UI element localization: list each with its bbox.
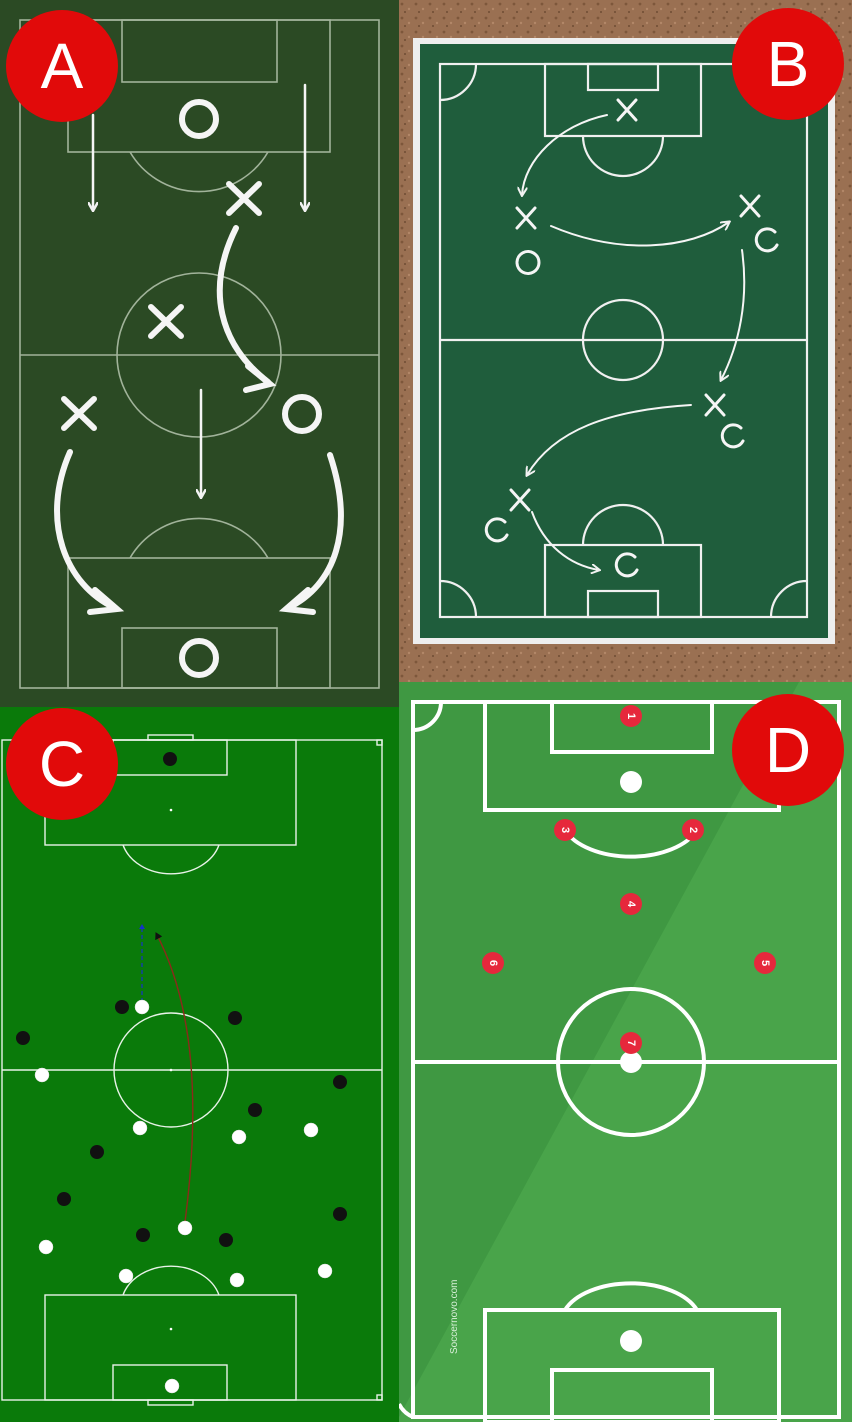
formation-pitch-d: 1 2 3 4 5 6 7 Soccernovo.com — [399, 682, 841, 1422]
arrow-icon — [550, 222, 729, 247]
player-3: 3 — [554, 819, 576, 841]
x-marker-icon — [616, 98, 638, 122]
o-marker-icon — [720, 423, 745, 449]
player-6: 6 — [482, 952, 504, 974]
svg-text:5: 5 — [759, 960, 771, 966]
player-dot-icon — [163, 752, 177, 766]
arrow-icon — [721, 249, 746, 380]
player-dot-icon — [317, 1263, 333, 1279]
player-dot-icon — [118, 1268, 134, 1284]
player-dot-icon — [134, 999, 150, 1015]
black-team — [16, 752, 347, 1247]
chalk-pitch-a — [19, 19, 380, 689]
o-marker-icon — [515, 250, 541, 275]
o-marker-icon — [614, 552, 639, 578]
x-marker-icon — [704, 393, 726, 417]
arrow-icon — [54, 449, 118, 611]
o-marker-icon — [179, 99, 219, 139]
player-dot-icon — [136, 1228, 150, 1242]
tactics-panel-c — [0, 707, 399, 1422]
player-dot-icon — [115, 1000, 129, 1014]
player-1: 1 — [620, 705, 642, 727]
player-dot-icon — [90, 1145, 104, 1159]
player-4: 4 — [620, 893, 642, 915]
player-dot-icon — [34, 1067, 50, 1083]
panel-label-d: D — [732, 694, 844, 806]
pass-arrow — [155, 932, 194, 1223]
svg-text:3: 3 — [559, 827, 571, 833]
credit-text: Soccernovo.com — [449, 1280, 460, 1354]
pitch-lines-c — [1, 734, 383, 1406]
o-marker-icon — [179, 638, 219, 678]
tactics-panel-b — [399, 0, 852, 682]
player-7: 7 — [620, 1032, 642, 1054]
o-marker-icon — [754, 227, 779, 253]
panel-label-a: A — [6, 10, 118, 122]
arrow-icon — [531, 511, 599, 570]
pitch-lines-b — [438, 62, 809, 619]
player-dot-icon — [16, 1031, 30, 1045]
player-dot-icon — [132, 1120, 148, 1136]
player-dot-icon — [248, 1103, 262, 1117]
player-dot-icon — [57, 1192, 71, 1206]
player-dot-icon — [303, 1122, 319, 1138]
pitch-lines-a — [19, 19, 380, 689]
chalkboard-b — [399, 0, 852, 682]
x-marker-icon — [509, 488, 531, 512]
panel-label-c: C — [6, 708, 118, 820]
pitch-lines-d — [399, 700, 841, 1422]
arrow-icon — [522, 114, 608, 195]
player-dot-icon — [38, 1239, 54, 1255]
svg-text:6: 6 — [487, 960, 499, 966]
svg-text:1: 1 — [625, 713, 637, 719]
player-2: 2 — [682, 819, 704, 841]
x-marker-icon — [739, 194, 761, 218]
svg-text:2: 2 — [687, 827, 699, 833]
player-dot-icon — [333, 1075, 347, 1089]
player-dot-icon — [229, 1272, 245, 1288]
diagram-pitch-c — [1, 734, 383, 1406]
player-dot-icon — [177, 1220, 193, 1236]
x-marker-icon — [148, 304, 184, 339]
player-dot-icon — [164, 1378, 180, 1394]
tactics-panel-d: 1 2 3 4 5 6 7 Soccernovo.com — [399, 682, 852, 1422]
arrow-icon — [527, 404, 692, 475]
white-team — [34, 999, 333, 1394]
svg-text:7: 7 — [625, 1040, 637, 1046]
player-dot-icon — [228, 1011, 242, 1025]
x-marker-icon — [515, 206, 537, 230]
player-5: 5 — [754, 952, 776, 974]
x-marker-icon — [61, 396, 97, 431]
x-marker-icon — [226, 181, 262, 216]
panel-label-b: B — [732, 8, 844, 120]
player-dot-icon — [333, 1207, 347, 1221]
player-dot-icon — [219, 1233, 233, 1247]
player-dot-icon — [231, 1129, 247, 1145]
arrow-icon — [285, 452, 344, 611]
o-marker-icon — [282, 394, 322, 434]
arrow-icon — [216, 225, 271, 385]
o-marker-icon — [484, 517, 509, 543]
svg-text:4: 4 — [625, 901, 637, 908]
